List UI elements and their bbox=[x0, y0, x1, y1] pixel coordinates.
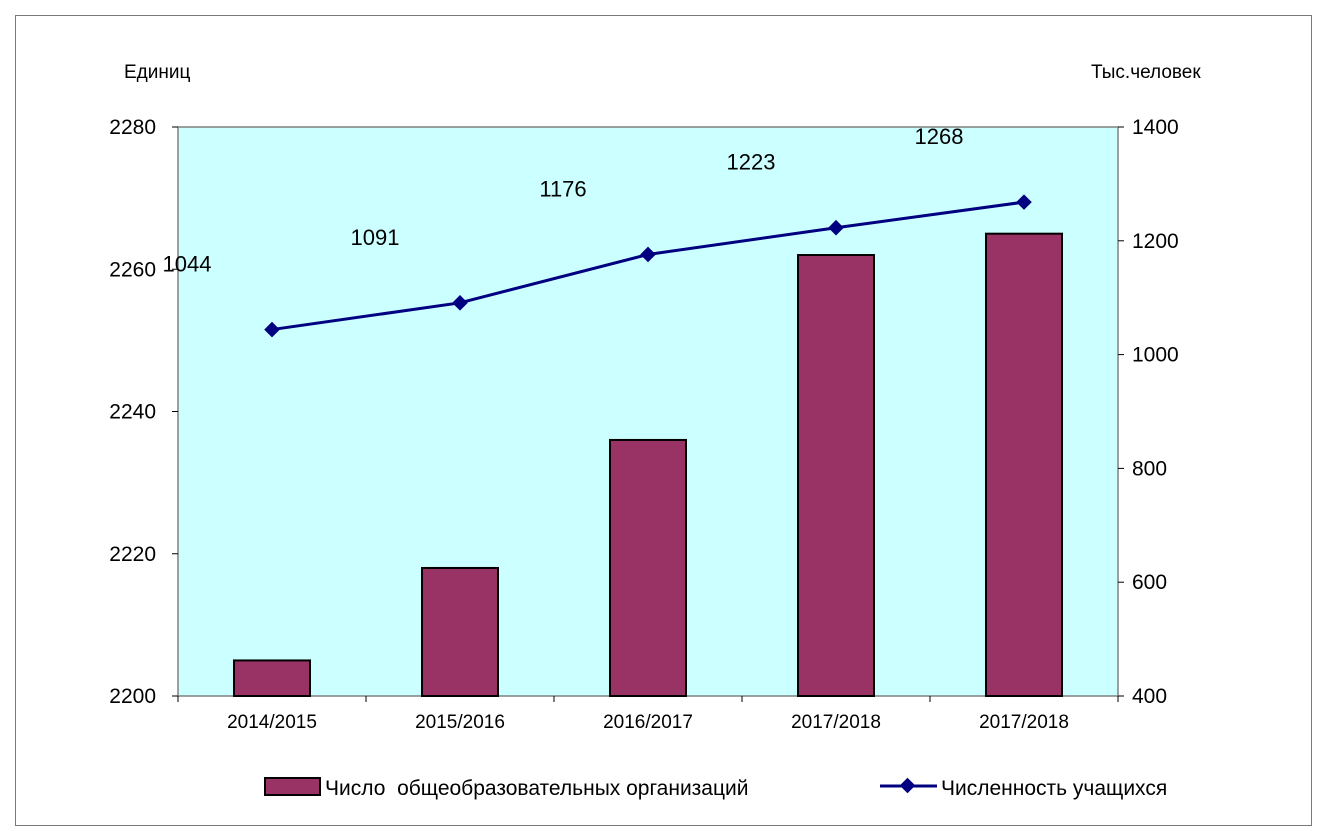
left-axis-tick-label: 2260 bbox=[109, 258, 156, 281]
x-axis-tick-label: 2017/2018 bbox=[791, 712, 881, 733]
line-data-label: 1223 bbox=[727, 150, 776, 175]
line-data-label: 1176 bbox=[539, 176, 586, 201]
right-axis-label: Тыс.человек bbox=[1091, 62, 1201, 83]
x-axis-tick-label: 2017/2018 bbox=[979, 712, 1069, 733]
line-data-label: 1268 bbox=[915, 124, 964, 149]
right-axis-tick-label: 1400 bbox=[1132, 116, 1179, 139]
line-point bbox=[1016, 194, 1032, 210]
right-axis-tick-label: 1000 bbox=[1132, 344, 1179, 367]
right-axis-tick-label: 1200 bbox=[1132, 230, 1179, 253]
legend-bar-label: Число общеобразовательных организаций bbox=[325, 777, 748, 800]
legend-line-label: Численность учащихся bbox=[941, 777, 1167, 800]
axes: 2200 2220 2240 2260 2280 400 600 800 1000 1200 140… bbox=[109, 116, 1178, 733]
line-data-label: 1091 bbox=[351, 225, 400, 250]
left-axis-label: Единиц bbox=[124, 62, 190, 83]
legend-line-marker bbox=[899, 777, 916, 794]
bar bbox=[797, 254, 875, 697]
x-axis-tick-label: 2014/2015 bbox=[227, 712, 317, 733]
x-axis-tick-label: 2015/2016 bbox=[415, 712, 505, 733]
right-axis-tick-label: 800 bbox=[1132, 457, 1167, 480]
left-axis-tick-label: 2240 bbox=[109, 401, 156, 424]
bar bbox=[421, 566, 499, 697]
legend: Число общеобразовательных организаций Чи… bbox=[264, 777, 1167, 800]
left-axis-tick-label: 2200 bbox=[109, 685, 156, 708]
right-axis-tick-label: 600 bbox=[1132, 571, 1167, 594]
line-data-label: 1044 bbox=[163, 252, 212, 277]
right-axis-tick-label: 400 bbox=[1132, 685, 1167, 708]
bar bbox=[233, 659, 311, 697]
bar-series bbox=[233, 232, 1063, 697]
x-axis-tick-label: 2016/2017 bbox=[603, 712, 693, 733]
chart-frame bbox=[15, 15, 1312, 826]
line-point bbox=[828, 219, 844, 236]
left-axis-tick-label: 2220 bbox=[109, 543, 156, 566]
legend-bar-swatch bbox=[264, 777, 321, 796]
left-axis-tick-label: 2280 bbox=[109, 116, 156, 139]
bar bbox=[609, 438, 687, 697]
bar bbox=[985, 232, 1063, 697]
